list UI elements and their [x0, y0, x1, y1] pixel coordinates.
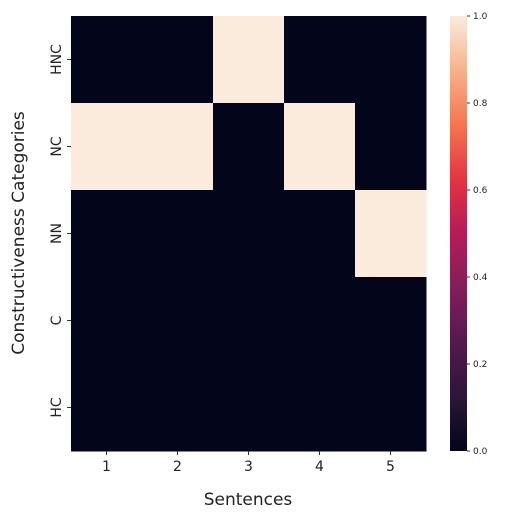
- x-tick-label: 4: [315, 459, 324, 475]
- heatmap-cell-C-5: [355, 277, 427, 365]
- y-tick-label: HC: [49, 397, 65, 418]
- colorbar-tick-label: 0.2: [473, 360, 487, 370]
- heatmap-cell-HC-3: [213, 364, 285, 452]
- colorbar: [450, 16, 467, 451]
- colorbar-tick-label: 0.8: [473, 99, 488, 109]
- y-axis-label: Constructiveness Categories: [9, 111, 29, 355]
- heatmap-cell-NC-1: [71, 103, 143, 191]
- y-tick-label: NN: [49, 223, 65, 244]
- colorbar-tick-label: 1.0: [473, 12, 488, 22]
- y-tick-label: HNC: [49, 44, 65, 75]
- heatmap-cell-HNC-4: [284, 16, 356, 104]
- x-tick-label: 2: [173, 459, 182, 475]
- x-tick-label: 5: [386, 459, 395, 475]
- heatmap-cell-NN-3: [213, 190, 285, 278]
- colorbar-tick-label: 0.0: [473, 447, 488, 457]
- heatmap-cell-HNC-2: [142, 16, 214, 104]
- x-tick-label: 3: [244, 459, 253, 475]
- heatmap-cell-HNC-5: [355, 16, 427, 104]
- colorbar-ticks: 0.0 0.2 0.4 0.6 0.8 1.0: [467, 12, 488, 457]
- x-axis-label: Sentences: [204, 490, 293, 510]
- heatmap-cells: [71, 16, 427, 452]
- heatmap-cell-NC-4: [284, 103, 356, 191]
- heatmap-cell-NC-2: [142, 103, 214, 191]
- colorbar-tick-label: 0.4: [473, 273, 488, 283]
- heatmap-cell-NN-1: [71, 190, 143, 278]
- heatmap-cell-NC-5: [355, 103, 427, 191]
- heatmap-cell-C-4: [284, 277, 356, 365]
- heatmap-cell-NN-4: [284, 190, 356, 278]
- heatmap-cell-HNC-3: [213, 16, 285, 104]
- heatmap-cell-HC-5: [355, 364, 427, 452]
- x-tick-labels: 1 2 3 4 5: [102, 451, 395, 475]
- colorbar-tick-label: 0.6: [473, 186, 488, 196]
- y-tick-label: NC: [49, 136, 65, 156]
- heatmap-cell-HC-4: [284, 364, 356, 452]
- x-tick-label: 1: [102, 459, 111, 475]
- heatmap-cell-HC-1: [71, 364, 143, 452]
- y-tick-labels: HNC NC NN C HC: [49, 44, 71, 418]
- heatmap-cell-C-3: [213, 277, 285, 365]
- heatmap-cell-NC-3: [213, 103, 285, 191]
- y-tick-label: C: [49, 315, 65, 325]
- heatmap-cell-NN-2: [142, 190, 214, 278]
- heatmap-cell-HC-2: [142, 364, 214, 452]
- heatmap-cell-HNC-1: [71, 16, 143, 104]
- heatmap-cell-NN-5: [355, 190, 427, 278]
- heatmap-cell-C-1: [71, 277, 143, 365]
- heatmap-cell-C-2: [142, 277, 214, 365]
